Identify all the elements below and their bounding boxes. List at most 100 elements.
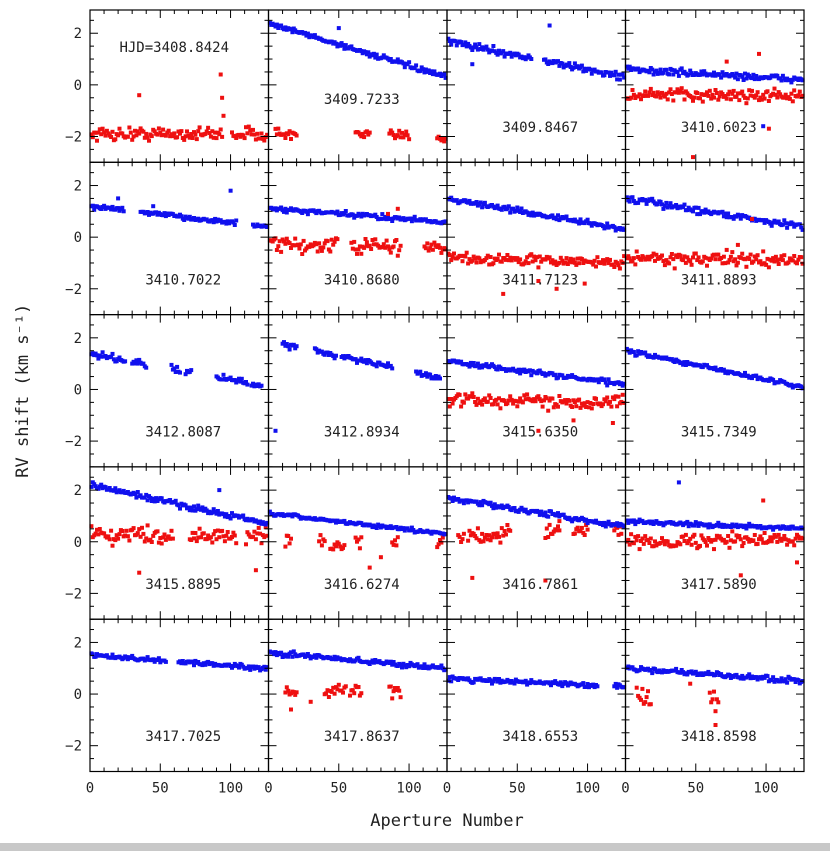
y-tick-label: −2: [65, 434, 82, 450]
outlier-point-blue: [547, 23, 552, 28]
data-point-blue: [608, 73, 612, 78]
data-point-red: [398, 135, 403, 140]
data-point-blue: [235, 378, 240, 383]
data-point-red: [482, 396, 487, 401]
data-point-blue: [179, 661, 184, 666]
data-point-red: [439, 540, 444, 545]
data-point-red: [395, 535, 400, 540]
data-point-red: [606, 261, 611, 266]
data-point-red: [654, 252, 659, 257]
data-point-red: [435, 545, 440, 550]
data-point-blue: [700, 365, 705, 370]
data-point-red: [509, 258, 514, 263]
data-point-red: [134, 133, 139, 138]
data-point-red: [549, 260, 553, 265]
data-point-red: [244, 125, 248, 130]
data-point-blue: [471, 680, 476, 685]
data-point-red: [432, 240, 437, 245]
data-point-red: [242, 136, 247, 141]
data-point-red: [480, 402, 485, 407]
data-point-red: [423, 246, 428, 251]
data-point-red: [497, 252, 501, 257]
data-point-blue: [99, 354, 104, 359]
data-point-red: [149, 540, 154, 544]
data-point-red: [107, 537, 112, 542]
data-point-red: [104, 128, 109, 133]
data-point-blue: [456, 497, 461, 501]
data-point-blue: [109, 354, 114, 359]
data-point-red: [707, 88, 712, 93]
data-point-blue: [588, 221, 593, 226]
data-point-blue: [644, 201, 649, 206]
data-point-blue: [395, 664, 400, 668]
data-point-blue: [778, 76, 783, 81]
data-point-blue: [542, 371, 546, 376]
data-point-red: [772, 259, 777, 264]
data-point-blue: [290, 514, 295, 519]
data-point-blue: [765, 674, 770, 679]
data-point-red: [523, 397, 528, 402]
data-point-red: [193, 132, 198, 137]
data-point-red: [795, 261, 799, 266]
data-point-red: [800, 536, 805, 541]
data-point-red: [769, 539, 774, 544]
data-point-blue: [210, 661, 215, 666]
panel-label: 3418.8598: [681, 729, 757, 745]
data-point-red: [790, 539, 795, 544]
data-point-red: [388, 684, 393, 689]
data-point-red: [733, 257, 738, 262]
data-point-red: [667, 90, 672, 95]
data-point-red: [644, 257, 649, 261]
data-point-red: [473, 534, 478, 538]
data-point-red: [499, 526, 504, 531]
data-point-blue: [142, 495, 147, 500]
data-point-red: [737, 534, 742, 538]
data-point-blue: [192, 663, 196, 668]
data-point-red: [380, 244, 385, 249]
data-point-blue: [780, 73, 785, 78]
data-point-red: [319, 543, 324, 548]
data-point-red: [647, 541, 652, 545]
data-point-blue: [95, 353, 99, 358]
data-point-red: [179, 129, 184, 134]
data-point-red: [457, 392, 462, 397]
panel-label: 3410.6023: [681, 120, 757, 136]
data-point-blue: [432, 376, 437, 381]
data-point-red: [738, 255, 743, 260]
data-point-red: [208, 535, 213, 540]
data-point-red: [646, 689, 650, 694]
outlier-point-red: [501, 291, 506, 296]
data-point-red: [492, 531, 497, 536]
data-point-blue: [617, 77, 622, 82]
data-point-blue: [527, 211, 532, 216]
data-point-red: [601, 258, 605, 263]
data-point-blue: [769, 678, 774, 683]
data-point-red: [782, 534, 787, 538]
data-point-red: [130, 137, 135, 142]
data-point-red: [733, 539, 738, 544]
data-point-red: [551, 405, 556, 410]
data-point-red: [703, 255, 708, 260]
data-point-red: [543, 536, 548, 540]
outlier-point-red: [757, 51, 761, 56]
data-point-blue: [423, 371, 428, 376]
data-point-blue: [237, 376, 241, 381]
data-point-red: [246, 532, 251, 537]
data-point-red: [314, 242, 319, 247]
data-point-blue: [262, 664, 267, 669]
data-point-blue: [265, 520, 270, 525]
data-point-blue: [613, 228, 618, 233]
data-point-red: [90, 135, 95, 140]
data-point-red: [93, 531, 98, 536]
data-point-blue: [734, 522, 739, 527]
data-point-red: [572, 531, 577, 536]
data-point-red: [342, 543, 347, 548]
data-point-red: [799, 255, 804, 260]
data-point-blue: [588, 67, 593, 72]
data-point-blue: [605, 383, 610, 388]
data-point-blue: [334, 353, 338, 358]
data-point-red: [488, 255, 493, 259]
data-point-blue: [699, 69, 704, 74]
data-point-blue: [423, 67, 428, 72]
data-point-blue: [488, 500, 493, 505]
